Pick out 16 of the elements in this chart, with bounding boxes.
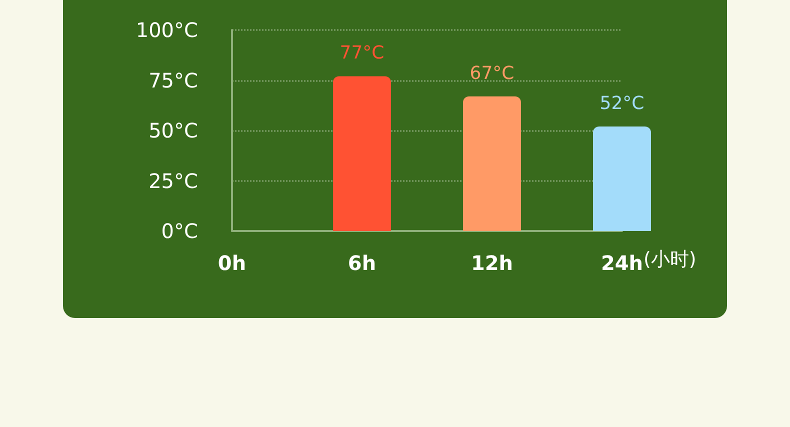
x-tick-label: 0h [218, 251, 246, 275]
bar [333, 76, 391, 231]
data-label: 67°C [470, 62, 514, 84]
bar [593, 126, 651, 231]
y-tick-label: 0°C [161, 219, 198, 243]
bar [463, 96, 521, 231]
y-tick-label: 75°C [148, 68, 198, 92]
y-tick-label: 100°C [136, 18, 198, 42]
x-axis-title: (小时) [644, 248, 696, 270]
x-tick-label: 12h [470, 251, 514, 275]
data-label: 52°C [600, 92, 644, 114]
x-tick-label: 24h [600, 251, 644, 275]
y-tick-label: 25°C [148, 168, 198, 193]
x-tick-label: 6h [348, 251, 376, 275]
data-label: 77°C [340, 42, 384, 64]
y-tick-label: 50°C [148, 118, 198, 142]
